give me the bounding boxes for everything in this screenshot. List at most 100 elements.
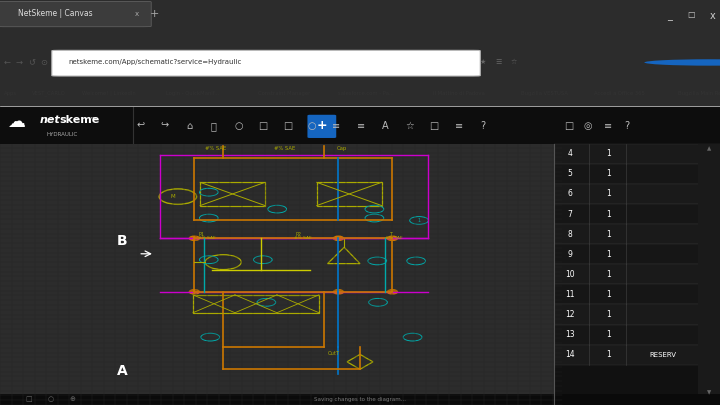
Text: CM: CM [703, 60, 715, 65]
Text: 1: 1 [606, 149, 611, 158]
Text: ≡: ≡ [332, 121, 341, 131]
Text: ☁: ☁ [7, 113, 24, 131]
Text: Constraint Manager: Constraint Manager [258, 91, 310, 96]
FancyBboxPatch shape [307, 115, 336, 138]
Text: 14: 14 [565, 350, 575, 359]
Text: ○: ○ [48, 396, 53, 402]
Bar [317, 182, 382, 206]
Text: ⊙: ⊙ [40, 58, 48, 67]
Text: A: A [117, 364, 127, 378]
Text: B: B [117, 234, 127, 248]
Text: Saving changes to the diagram...: Saving changes to the diagram... [314, 397, 406, 402]
Text: ⌂: ⌂ [186, 121, 192, 131]
Text: ▼: ▼ [707, 390, 711, 396]
Text: 📁: 📁 [211, 121, 217, 131]
Text: Cap: Cap [337, 147, 347, 151]
Text: Login - QuickManif...: Login - QuickManif... [166, 91, 219, 96]
Text: ☐: ☐ [688, 11, 695, 20]
Text: skeme: skeme [60, 115, 100, 125]
Text: VEST_CARLO: VEST_CARLO [32, 91, 66, 96]
Text: 5: 5 [568, 169, 572, 178]
Text: il Mattino di Padova: il Mattino di Padova [433, 91, 485, 96]
Text: 1: 1 [606, 290, 611, 299]
Bar [698, 144, 720, 405]
Text: ?: ? [480, 121, 486, 131]
Text: ☆: ☆ [405, 121, 414, 131]
Circle shape [387, 290, 397, 294]
Text: #% SAE: #% SAE [205, 147, 227, 151]
Text: ↪: ↪ [161, 121, 169, 131]
Text: 8: 8 [568, 230, 572, 239]
Text: net: net [40, 115, 60, 125]
Text: 4: 4 [568, 149, 572, 158]
Text: ≡: ≡ [454, 121, 463, 131]
Text: ?: ? [624, 121, 630, 131]
Text: Apps: Apps [4, 91, 17, 96]
Text: ↺: ↺ [28, 58, 35, 67]
Text: ≡: ≡ [603, 121, 612, 131]
Bar [554, 204, 720, 224]
Text: P1: P1 [198, 232, 204, 237]
Bar [0, 107, 720, 144]
Text: 1: 1 [606, 270, 611, 279]
Bar [554, 305, 720, 324]
Text: M: M [171, 194, 175, 199]
Text: ™: ™ [90, 116, 97, 122]
Text: →: → [16, 58, 23, 67]
Bar [554, 324, 720, 345]
Bar [554, 144, 720, 164]
Text: P2: P2 [295, 232, 301, 237]
Text: #% SAE: #% SAE [294, 236, 312, 240]
Text: □: □ [430, 121, 438, 131]
Text: x: x [710, 11, 716, 21]
Text: 7: 7 [568, 209, 572, 219]
Text: OutT: OutT [328, 351, 339, 356]
Circle shape [644, 59, 720, 66]
Bar [554, 224, 720, 244]
Text: NetSkeme | Canvas: NetSkeme | Canvas [18, 9, 93, 18]
Text: ◎: ◎ [584, 121, 593, 131]
Bar [554, 264, 720, 284]
Text: 1: 1 [606, 310, 611, 319]
Text: 9: 9 [568, 250, 572, 259]
Text: Accedi a Office 365: Accedi a Office 365 [594, 91, 645, 96]
Text: salesforce.com - Pa...: salesforce.com - Pa... [338, 91, 394, 96]
Text: □: □ [283, 121, 292, 131]
Text: #% SAE: #% SAE [198, 236, 216, 240]
Text: ▲: ▲ [707, 147, 711, 151]
Bar [193, 295, 319, 313]
Text: ☆: ☆ [511, 60, 517, 66]
Text: □: □ [564, 121, 573, 131]
Text: 10: 10 [565, 270, 575, 279]
FancyBboxPatch shape [0, 1, 151, 27]
Text: ☰: ☰ [495, 60, 501, 66]
Text: ○: ○ [234, 121, 243, 131]
Text: 6: 6 [568, 190, 572, 198]
Circle shape [189, 290, 199, 294]
Bar [554, 184, 720, 204]
Text: 11: 11 [565, 290, 575, 299]
Text: ←: ← [4, 58, 11, 67]
Text: 1: 1 [606, 330, 611, 339]
Text: ○: ○ [307, 121, 316, 131]
Text: 1: 1 [606, 250, 611, 259]
Text: ≡: ≡ [356, 121, 365, 131]
Text: ★: ★ [480, 60, 485, 66]
Bar [554, 284, 720, 305]
Text: HYDRAULIC: HYDRAULIC [47, 132, 78, 136]
Circle shape [333, 290, 343, 294]
Text: netskeme.com/App/schematic?service=Hydraulic: netskeme.com/App/schematic?service=Hydra… [68, 60, 242, 66]
Circle shape [387, 236, 397, 241]
Text: ⊕: ⊕ [69, 396, 75, 402]
Text: _: _ [667, 11, 672, 21]
Text: 1: 1 [606, 190, 611, 198]
Text: 1: 1 [418, 218, 420, 223]
Bar [554, 244, 720, 264]
Text: Welcome! | LinkedIn: Welcome! | LinkedIn [82, 91, 135, 96]
Circle shape [333, 236, 343, 241]
Text: 13: 13 [565, 330, 575, 339]
Text: Bugzilla VESTUSA: Bugzilla VESTUSA [521, 91, 568, 96]
Text: x: x [135, 11, 139, 17]
Bar [0, 394, 720, 405]
Text: A: A [382, 121, 389, 131]
